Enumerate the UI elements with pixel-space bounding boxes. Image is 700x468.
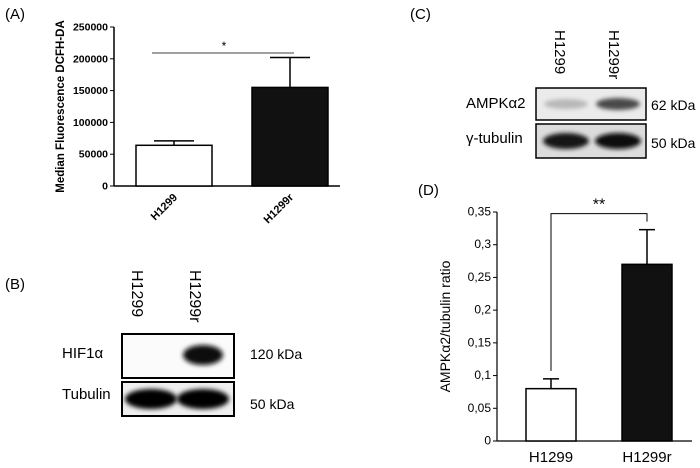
y-tick-label: 50000 bbox=[79, 149, 108, 161]
blot-c-band-ampk-h1299r bbox=[596, 98, 640, 110]
x-category-label: H1299r bbox=[262, 191, 297, 226]
blot-b-image bbox=[121, 333, 235, 417]
blot-b-lane-h1299r: H1299r bbox=[186, 270, 203, 323]
x-category-label: H1299r bbox=[622, 449, 671, 466]
blot-b-row-label-hif1a: HIF1α bbox=[62, 345, 104, 362]
panel-label-a: (A) bbox=[5, 6, 25, 23]
blot-b-kda-hif1a: 120 kDa bbox=[250, 346, 303, 362]
blot-b-band-tubulin-h1299r bbox=[177, 389, 229, 409]
y-tick-label: 0,15 bbox=[468, 335, 492, 349]
y-tick-label: 0,2 bbox=[474, 303, 491, 317]
blot-c-lane-h1299r: H1299r bbox=[605, 30, 622, 79]
significance-bracket bbox=[550, 213, 648, 371]
blot-c-kda-ampk: 62 kDa bbox=[651, 97, 696, 113]
bar-h1299r bbox=[621, 263, 673, 442]
y-tick-label: 200000 bbox=[73, 53, 108, 65]
y-tick-label: 0,25 bbox=[468, 270, 492, 284]
blot-b-kda-tubulin: 50 kDa bbox=[250, 396, 295, 412]
y-tick-label: 0,3 bbox=[474, 237, 491, 251]
bar-h1299 bbox=[525, 387, 577, 442]
blot-c-lane-h1299: H1299 bbox=[551, 30, 568, 74]
blot-c-band-tubulin-h1299r bbox=[595, 133, 641, 149]
blot-b-band-tubulin-h1299 bbox=[125, 389, 177, 409]
y-tick-label: 0,05 bbox=[468, 401, 492, 415]
blot-c-lane-labels: H1299 H1299r bbox=[551, 30, 622, 79]
blot-c-band-tubulin-h1299 bbox=[543, 133, 589, 149]
blot-c-row-label-ampk: AMPKα2 bbox=[466, 95, 526, 112]
y-axis-label: AMPKα2/tubulin ratio bbox=[437, 260, 453, 392]
y-tick-label: 0,35 bbox=[468, 205, 492, 219]
y-tick-label: 150000 bbox=[73, 85, 108, 97]
bar-h1299r bbox=[251, 86, 329, 187]
y-tick-label: 0 bbox=[484, 434, 491, 448]
y-tick-label: 250000 bbox=[73, 22, 108, 34]
y-tick-label: 100000 bbox=[73, 117, 108, 129]
chart-a-fluorescence: 0 50000 100000 150000 200000 250000 H1299 H1299… bbox=[55, 20, 340, 226]
panel-label-d: (D) bbox=[418, 182, 439, 199]
significance-marker: ** bbox=[593, 197, 605, 214]
x-category-label: H1299 bbox=[529, 449, 573, 466]
y-axis-label: Median Fluorescence DCFH-DA bbox=[55, 20, 67, 193]
blot-c-image bbox=[535, 87, 647, 159]
blot-b-lane-labels: H1299 H1299r bbox=[128, 270, 203, 323]
bar-h1299 bbox=[135, 144, 213, 187]
blot-c-band-ampk-h1299 bbox=[544, 99, 588, 109]
x-category-label: H1299 bbox=[149, 192, 180, 223]
panel-label-c: (C) bbox=[410, 6, 431, 23]
blot-b-lane-h1299: H1299 bbox=[128, 270, 145, 317]
chart-d-ampk-ratio: 0 0,05 0,1 0,15 0,2 0,25 0,3 0,35 H1299 H1299r ** A… bbox=[437, 197, 692, 466]
blot-b-row-label-tubulin: Tubulin bbox=[62, 386, 111, 403]
significance-marker: * bbox=[222, 39, 227, 53]
panel-label-b: (B) bbox=[5, 276, 25, 293]
blot-c-row-label-gamma-tubulin: γ-tubulin bbox=[466, 130, 523, 147]
y-tick-label: 0,1 bbox=[474, 368, 491, 382]
y-tick-label: 0 bbox=[102, 181, 108, 193]
blot-b-band-hif1a-h1299r bbox=[183, 345, 223, 365]
blot-c-kda-gamma-tubulin: 50 kDa bbox=[651, 135, 696, 151]
